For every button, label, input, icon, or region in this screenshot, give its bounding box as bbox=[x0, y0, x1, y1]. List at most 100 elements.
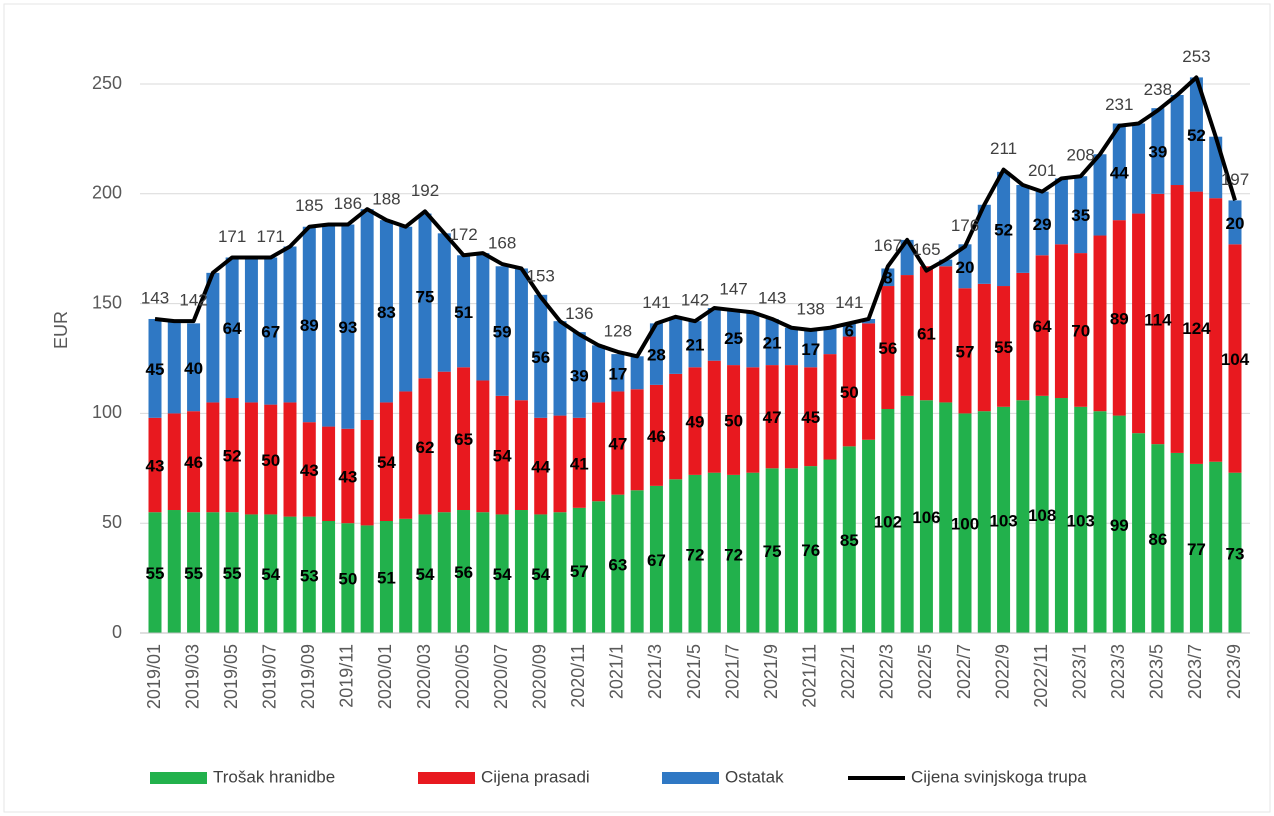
legend-label: Ostatak bbox=[725, 767, 784, 786]
bar-value-label: 75 bbox=[416, 287, 435, 306]
bar-segment bbox=[1074, 253, 1088, 407]
bar-segment bbox=[688, 474, 702, 633]
bar-segment bbox=[1209, 198, 1223, 462]
x-tick-label: 2020/09 bbox=[529, 644, 549, 709]
bar-value-label: 89 bbox=[1110, 309, 1129, 328]
x-tick-label: 2021/1 bbox=[607, 644, 627, 699]
bar-segment bbox=[187, 323, 201, 412]
bar-value-label: 25 bbox=[724, 329, 743, 348]
bar-segment bbox=[649, 485, 663, 633]
bar-segment bbox=[167, 510, 181, 633]
bar-segment bbox=[1170, 452, 1184, 633]
bar-segment bbox=[187, 512, 201, 633]
bar-segment bbox=[534, 294, 548, 418]
line-value-label: 171 bbox=[218, 227, 246, 246]
bar-segment bbox=[707, 360, 721, 473]
bar-segment bbox=[1112, 123, 1126, 221]
bar-segment bbox=[1170, 94, 1184, 186]
bar-segment bbox=[418, 378, 432, 515]
bar-value-label: 52 bbox=[994, 220, 1013, 239]
bar-segment bbox=[1228, 472, 1242, 633]
bar-segment bbox=[1151, 193, 1165, 445]
x-tick-label: 2021/3 bbox=[645, 644, 665, 699]
bar-segment bbox=[977, 411, 991, 633]
line-value-label: 208 bbox=[1067, 146, 1095, 165]
bar-segment bbox=[765, 318, 779, 366]
bar-value-label: 6 bbox=[845, 321, 854, 340]
bar-segment bbox=[244, 514, 258, 633]
bar-segment bbox=[1132, 213, 1146, 434]
bar-value-label: 39 bbox=[570, 366, 589, 385]
bar-segment bbox=[148, 417, 162, 513]
bar-segment bbox=[997, 286, 1011, 407]
bar-value-label: 47 bbox=[763, 408, 782, 427]
bar-segment bbox=[418, 514, 432, 633]
bar-value-label: 62 bbox=[416, 438, 435, 457]
bar-value-label: 51 bbox=[454, 303, 473, 322]
bar-segment bbox=[322, 426, 336, 522]
bar-segment bbox=[1054, 244, 1068, 399]
bar-segment bbox=[1074, 406, 1088, 633]
bar-value-label: 35 bbox=[1071, 206, 1090, 225]
bar-value-label: 75 bbox=[763, 542, 782, 561]
bar-segment bbox=[206, 402, 220, 513]
bar-segment bbox=[997, 171, 1011, 287]
bar-segment bbox=[572, 332, 586, 418]
x-tick-label: 2022/9 bbox=[992, 644, 1012, 699]
bar-segment bbox=[206, 512, 220, 633]
bar-value-label: 43 bbox=[338, 467, 357, 486]
bar-value-label: 50 bbox=[840, 383, 859, 402]
bar-segment bbox=[1228, 244, 1242, 473]
bar-value-label: 44 bbox=[1110, 163, 1129, 182]
bar-segment bbox=[862, 439, 876, 633]
bar-segment bbox=[727, 474, 741, 633]
bar-value-label: 67 bbox=[261, 323, 280, 342]
bar-segment bbox=[862, 323, 876, 440]
bar-segment bbox=[341, 428, 355, 524]
bar-value-label: 47 bbox=[608, 435, 627, 454]
bar-segment bbox=[437, 371, 451, 513]
bar-segment bbox=[611, 494, 625, 633]
bar-segment bbox=[1035, 255, 1049, 396]
bar-value-label: 20 bbox=[956, 258, 975, 277]
bar-segment bbox=[1093, 154, 1107, 236]
bar-segment bbox=[862, 318, 876, 324]
legend-label: Trošak hranidbe bbox=[213, 767, 335, 786]
bar-segment bbox=[302, 516, 316, 633]
bar-value-label: 8 bbox=[883, 269, 892, 288]
bar-value-label: 70 bbox=[1071, 321, 1090, 340]
bar-segment bbox=[842, 446, 856, 633]
bar-segment bbox=[649, 384, 663, 486]
x-tick-label: 2021/11 bbox=[799, 644, 819, 708]
bar-segment bbox=[688, 321, 702, 368]
bar-value-label: 55 bbox=[994, 338, 1013, 357]
line-value-label: 141 bbox=[642, 293, 670, 312]
bar-segment bbox=[322, 224, 336, 427]
bar-value-label: 46 bbox=[647, 427, 666, 446]
bar-segment bbox=[1035, 395, 1049, 633]
line-value-label: 176 bbox=[951, 216, 979, 235]
bar-segment bbox=[669, 479, 683, 633]
line-value-label: 147 bbox=[719, 280, 747, 299]
x-tick-label: 2019/01 bbox=[144, 644, 164, 709]
bar-segment bbox=[727, 365, 741, 475]
y-tick-label: 100 bbox=[92, 402, 122, 422]
bar-segment bbox=[379, 402, 393, 522]
bar-segment bbox=[514, 400, 528, 511]
bar-segment bbox=[881, 409, 895, 633]
bar-segment bbox=[746, 367, 760, 473]
bar-segment bbox=[264, 257, 278, 405]
x-tick-label: 2023/9 bbox=[1224, 644, 1244, 699]
bar-segment bbox=[958, 413, 972, 633]
bar-value-label: 29 bbox=[1033, 215, 1052, 234]
x-tick-label: 2022/5 bbox=[915, 644, 935, 699]
bar-segment bbox=[1189, 191, 1203, 464]
bar-value-label: 56 bbox=[454, 563, 473, 582]
line-value-label: 238 bbox=[1144, 80, 1172, 99]
line-value-label: 143 bbox=[141, 288, 169, 307]
bar-value-label: 45 bbox=[146, 360, 165, 379]
bar-segment bbox=[611, 391, 625, 495]
bar-segment bbox=[1016, 272, 1030, 401]
bar-value-label: 51 bbox=[377, 568, 396, 587]
bar-value-label: 93 bbox=[338, 318, 357, 337]
